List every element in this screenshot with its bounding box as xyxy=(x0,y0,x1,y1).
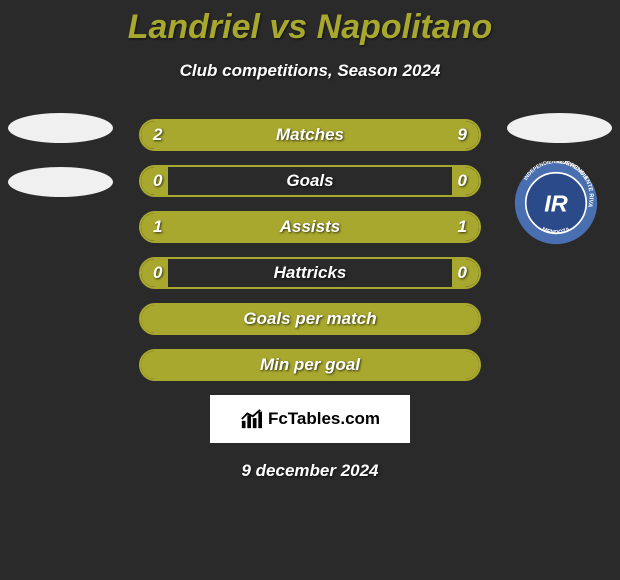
stat-label: Min per goal xyxy=(141,351,479,379)
stat-label: Hattricks xyxy=(141,259,479,287)
stat-bar: Min per goal xyxy=(139,349,481,381)
stat-label: Matches xyxy=(141,121,479,149)
page-title: Landriel vs Napolitano xyxy=(0,0,620,47)
stat-right-value: 0 xyxy=(458,167,467,195)
stat-label: Assists xyxy=(141,213,479,241)
stat-right-value: 1 xyxy=(458,213,467,241)
branding-text: FcTables.com xyxy=(268,409,380,429)
left-player-badges xyxy=(8,113,113,221)
branding-banner: FcTables.com xyxy=(210,395,410,443)
right-player-badges: IR INDEPENDIENTE RIVADAVIA INDEPENDIENTE… xyxy=(507,113,612,167)
player-badge-placeholder xyxy=(507,113,612,143)
stat-right-value: 9 xyxy=(458,121,467,149)
club-crest-icon: IR INDEPENDIENTE RIVADAVIA INDEPENDIENTE… xyxy=(514,161,598,245)
stat-bar: Assists1 1 xyxy=(139,211,481,243)
stat-bar: Goals per match xyxy=(139,303,481,335)
stat-right-value: 0 xyxy=(458,259,467,287)
stat-bars: Matches29Goals00Assists11Hattricks00Goal… xyxy=(139,119,481,381)
date-line: 9 december 2024 xyxy=(0,461,620,481)
crest-initials: IR xyxy=(544,190,568,216)
stats-area: IR INDEPENDIENTE RIVADAVIA INDEPENDIENTE… xyxy=(0,119,620,381)
stat-left-value: 1 xyxy=(153,213,162,241)
stat-bar: Hattricks0 0 xyxy=(139,257,481,289)
stat-label: Goals xyxy=(141,167,479,195)
stat-left-value: 0 xyxy=(153,167,162,195)
subtitle: Club competitions, Season 2024 xyxy=(0,61,620,81)
stat-bar: Matches2 9 xyxy=(139,119,481,151)
stat-left-value: 0 xyxy=(153,259,162,287)
chart-icon xyxy=(240,408,262,430)
player-badge-placeholder xyxy=(8,113,113,143)
stat-label: Goals per match xyxy=(141,305,479,333)
stat-bar: Goals0 0 xyxy=(139,165,481,197)
club-badge-placeholder xyxy=(8,167,113,197)
stat-left-value: 2 xyxy=(153,121,162,149)
